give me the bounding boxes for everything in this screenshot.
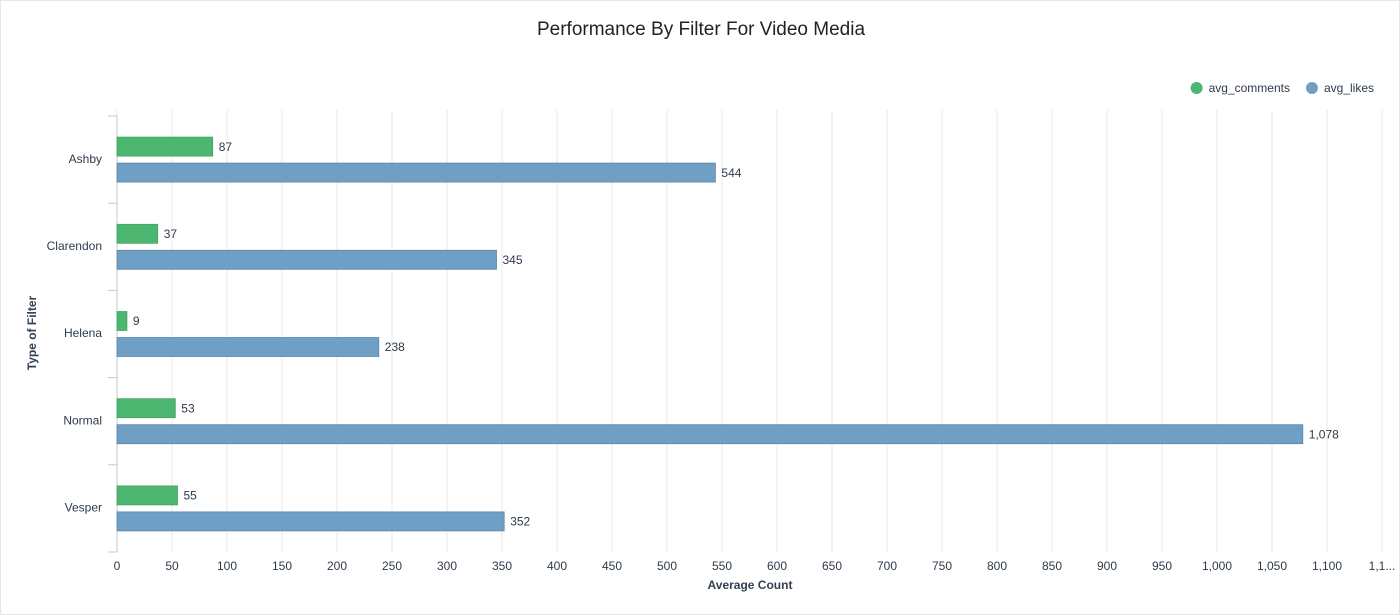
data-label: 37: [164, 227, 178, 241]
y-tick-label: Clarendon: [47, 239, 102, 253]
x-tick-label: 950: [1152, 559, 1172, 573]
data-label: 352: [510, 515, 530, 529]
y-axis-title: Type of Filter: [25, 295, 39, 370]
bar: [116, 511, 505, 532]
bar: [116, 398, 176, 419]
data-label: 53: [181, 401, 195, 415]
legend-label: avg_likes: [1324, 81, 1374, 95]
legend-label: avg_comments: [1209, 81, 1290, 95]
x-tick-label: 100: [217, 559, 237, 573]
x-tick-label: 1,050: [1257, 559, 1287, 573]
bar: [116, 136, 214, 157]
y-tick-label: Helena: [64, 326, 102, 340]
chart-title: Performance By Filter For Video Media: [537, 19, 865, 40]
bar: [116, 249, 497, 270]
legend-marker: [1190, 82, 1203, 94]
x-tick-label: 550: [712, 559, 732, 573]
y-tick-label: Vesper: [65, 501, 102, 515]
x-tick-label: 700: [877, 559, 897, 573]
x-tick-label: 150: [272, 559, 292, 573]
x-tick-label: 0: [114, 559, 121, 573]
data-label: 1,078: [1309, 427, 1339, 441]
x-tick-label: 400: [547, 559, 567, 573]
data-label: 345: [503, 253, 523, 267]
bar: [116, 223, 159, 244]
x-tick-label: 1,1...: [1369, 559, 1396, 573]
x-tick-label: 250: [382, 559, 402, 573]
bar: [116, 485, 178, 506]
data-label: 9: [133, 314, 140, 328]
bar: [116, 424, 1304, 445]
x-tick-label: 800: [987, 559, 1007, 573]
data-label: 87: [219, 140, 233, 154]
x-tick-label: 650: [822, 559, 842, 573]
x-tick-label: 850: [1042, 559, 1062, 573]
x-tick-label: 50: [165, 559, 179, 573]
x-tick-label: 350: [492, 559, 512, 573]
bar: [116, 162, 716, 183]
x-tick-label: 500: [657, 559, 677, 573]
bar: [116, 311, 128, 331]
data-label: 544: [721, 166, 741, 180]
x-axis-title: Average Count: [708, 578, 793, 592]
x-tick-label: 600: [767, 559, 787, 573]
x-tick-label: 1,100: [1312, 559, 1342, 573]
data-label: 55: [184, 489, 198, 503]
x-tick-label: 1,000: [1202, 559, 1232, 573]
bar: [116, 337, 380, 357]
data-label: 238: [385, 340, 405, 354]
y-tick-label: Ashby: [69, 152, 102, 166]
legend-marker: [1305, 82, 1318, 94]
y-tick-label: Normal: [63, 413, 102, 427]
x-tick-label: 750: [932, 559, 952, 573]
x-tick-label: 300: [437, 559, 457, 573]
x-tick-label: 200: [327, 559, 347, 573]
x-tick-label: 900: [1097, 559, 1117, 573]
x-tick-label: 450: [602, 559, 622, 573]
